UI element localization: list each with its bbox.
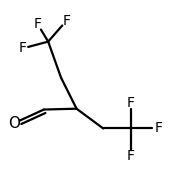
Text: F: F [62,14,70,28]
Text: F: F [154,121,162,136]
Text: F: F [34,17,42,31]
Text: F: F [18,42,26,56]
Text: O: O [8,116,20,131]
Text: F: F [127,96,135,110]
Text: F: F [127,149,135,163]
